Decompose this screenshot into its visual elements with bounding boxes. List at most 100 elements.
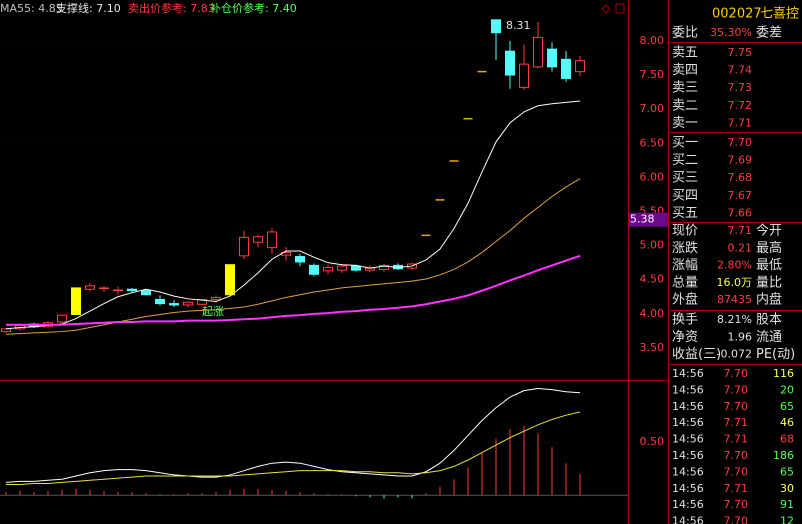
stat-label: 总量 (672, 275, 698, 290)
candle-body (491, 19, 501, 34)
trade-volume: 46 (780, 416, 794, 429)
trade-time: 14:56 (672, 498, 704, 511)
trade-price: 7.70 (724, 400, 749, 413)
candle-body (547, 48, 557, 68)
stat-label: 外盘 (672, 292, 698, 308)
book-label: 买四 (672, 188, 698, 203)
book-label: 卖一 (672, 116, 698, 131)
y-tick-label: 4.50 (640, 273, 665, 286)
candle-body (225, 264, 235, 296)
candle-body (561, 58, 571, 79)
candle-body (337, 265, 347, 271)
ratio-label: 委比 (672, 26, 698, 41)
stat-label: 收益(三) (672, 347, 721, 362)
candle-body (183, 301, 193, 306)
icon[interactable] (601, 4, 611, 14)
trade-price: 7.70 (724, 383, 749, 396)
candle-body (533, 37, 543, 68)
stat-label2: 量比 (756, 275, 782, 290)
candle-body (575, 60, 585, 73)
indicator-line (6, 411, 581, 486)
book-label: 买一 (672, 136, 698, 151)
stat-label: 涨跌 (672, 240, 698, 256)
toolbar-icons[interactable] (601, 3, 625, 14)
stock-code: 002027 (712, 7, 762, 22)
trade-price: 7.70 (724, 465, 749, 478)
book-label: 卖四 (672, 63, 698, 78)
stat-label2: 今开 (756, 223, 782, 239)
y-tick-label: 3.50 (640, 341, 665, 354)
ratio-value: 35.30% (710, 26, 752, 39)
stat-label2: PE(动) (756, 347, 795, 362)
stat-label: 净资 (672, 330, 698, 345)
trade-volume: 65 (780, 465, 794, 478)
trade-volume: 20 (780, 383, 794, 396)
cursor-box (629, 212, 668, 227)
candle-body (379, 264, 389, 270)
trade-volume: 65 (780, 400, 794, 413)
book-price: 7.72 (728, 99, 753, 112)
stat-label2: 流通 (756, 330, 782, 345)
stat-value: 0.21 (728, 241, 753, 254)
stat-value: -0.072 (717, 348, 752, 361)
trade-time: 14:56 (672, 515, 704, 524)
y-tick-label: 8.00 (640, 34, 665, 47)
candle-body (169, 303, 179, 306)
candle-body (519, 63, 529, 88)
stock-name: 七喜控 (760, 7, 799, 22)
candle-body (71, 287, 81, 316)
book-price: 7.66 (728, 206, 753, 219)
stat-label: 换手 (672, 313, 698, 328)
candle-body (323, 266, 333, 272)
stat-label2: 股本 (756, 313, 782, 328)
candle-body (197, 298, 207, 305)
buy-ref-label: 补仓价参考: 7.40 (210, 1, 297, 15)
support-label: 支撑线: 7.10 (56, 1, 121, 15)
stat-value: 16.0万 (717, 276, 753, 289)
candle-body (267, 231, 277, 249)
stat-label: 涨幅 (672, 258, 698, 273)
y-tick-label: 4.00 (640, 307, 665, 320)
stat-label2: 内盘 (756, 292, 782, 308)
stat-value: 1.96 (728, 330, 753, 343)
indicator-line (5, 388, 581, 483)
candle-body (1, 328, 11, 333)
y-tick-label: 7.00 (640, 102, 665, 115)
candle-body (505, 50, 515, 76)
candle-body (113, 289, 123, 292)
y-tick-label: 5.00 (640, 239, 665, 252)
stat-value: 8.21% (717, 313, 752, 326)
moving-average (5, 178, 581, 335)
trade-price: 7.71 (724, 416, 749, 429)
y-tick-label: 6.50 (640, 136, 665, 149)
moving-average (5, 100, 581, 330)
trade-time: 14:56 (672, 383, 704, 396)
cursor-label: 5.38 (630, 213, 655, 226)
high-label: 8.31 (506, 19, 531, 32)
book-price: 7.68 (728, 171, 753, 184)
candle-body (211, 296, 221, 300)
candle-body (351, 265, 361, 271)
book-label: 卖五 (672, 46, 698, 61)
candle-body (99, 287, 109, 290)
trade-time: 14:56 (672, 416, 704, 429)
trade-volume: 186 (773, 449, 794, 462)
icon[interactable] (615, 3, 625, 14)
moving-average (6, 254, 581, 326)
trade-volume: 30 (780, 482, 794, 495)
trade-volume: 91 (780, 498, 794, 511)
trade-time: 14:56 (672, 367, 704, 380)
candle-body (295, 256, 305, 263)
book-label: 卖二 (672, 98, 698, 113)
ratio-label2: 委差 (756, 26, 782, 41)
book-price: 7.73 (728, 81, 753, 94)
book-label: 买五 (672, 206, 698, 221)
trade-time: 14:56 (672, 465, 704, 478)
stat-label2: 最低 (756, 258, 782, 273)
book-price: 7.71 (728, 116, 753, 129)
book-label: 买三 (672, 171, 698, 186)
stat-value: 2.80% (717, 259, 752, 272)
candle-body (85, 285, 95, 290)
trade-price: 7.70 (724, 498, 749, 511)
